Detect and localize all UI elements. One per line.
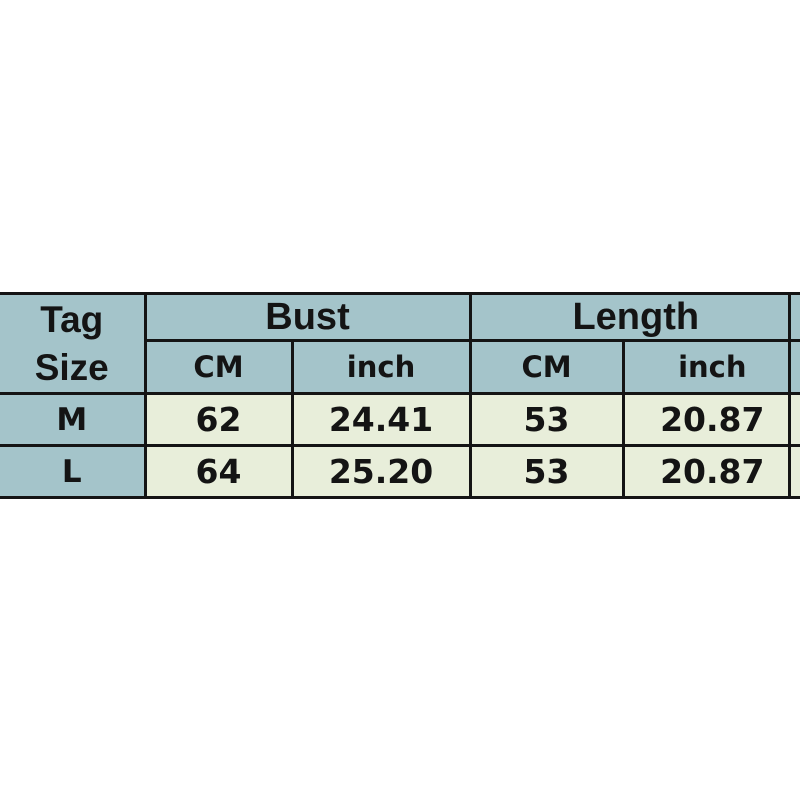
table-right-border [788,292,791,499]
l-length-cm-value: 53 [470,444,625,499]
m-bust-cm-value: 62 [145,392,294,447]
size-label-l: L [0,444,147,499]
size-chart: Tag Size Bust Length CM inch CM inch M 6… [0,292,800,499]
size-label-m: M [0,392,147,447]
table-row-l: L 64 25.20 53 20.87 [0,444,800,499]
length-inch-header: inch [623,339,800,395]
length-cm-header: CM [470,339,625,395]
length-group-header: Length [470,292,800,342]
m-bust-inch-value: 24.41 [292,392,472,447]
table-row-m: M 62 24.41 53 20.87 [0,392,800,447]
bust-inch-header: inch [292,339,472,395]
l-bust-inch-value: 25.20 [292,444,472,499]
tag-size-header: Tag Size [0,292,147,395]
bust-cm-header: CM [145,339,294,395]
bust-group-header: Bust [145,292,472,342]
l-length-inch-value: 20.87 [623,444,800,499]
m-length-inch-value: 20.87 [623,392,800,447]
size-chart-table: Tag Size Bust Length CM inch CM inch M 6… [0,292,800,499]
m-length-cm-value: 53 [470,392,625,447]
l-bust-cm-value: 64 [145,444,294,499]
